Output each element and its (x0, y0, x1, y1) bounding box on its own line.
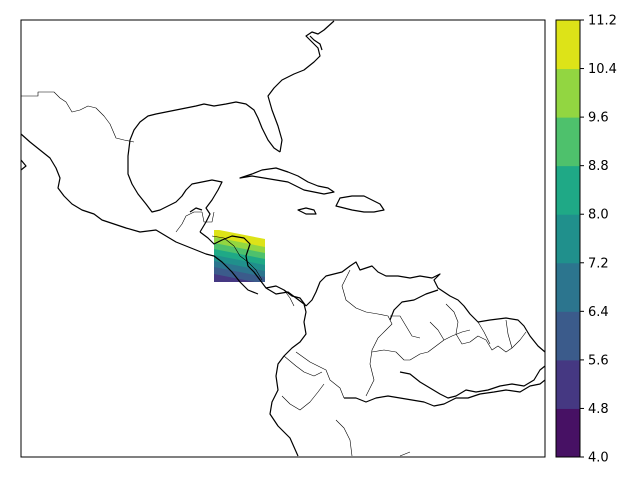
border-brazil (371, 329, 471, 361)
colorbar-segment (556, 262, 580, 312)
coastline-us-atlantic (267, 20, 335, 153)
colorbar-tick-label: 10.4 (588, 62, 617, 77)
colorbar-ticks: 4.0 4.8 5.6 6.4 7.2 8.0 8.8 9.6 10.4 11.2 (580, 14, 617, 466)
colorbar: 4.0 4.8 5.6 6.4 7.2 8.0 8.8 9.6 10.4 11.2 (555, 14, 617, 466)
border-suriname (477, 319, 513, 349)
colorbar-tick-label: 4.8 (588, 402, 609, 417)
coastlines (20, 20, 546, 457)
map-area (20, 20, 546, 457)
colorbar-segment (556, 359, 580, 409)
colorbar-tick-label: 4.0 (588, 451, 609, 466)
colorbar-tick-label: 5.6 (588, 353, 609, 368)
coastline-panama (265, 285, 307, 307)
border-colombia-ecuador-peru (295, 351, 345, 399)
coastline-mexico-pacific (20, 133, 259, 295)
colorbar-segment (556, 311, 580, 361)
coastline-jamaica (297, 207, 317, 215)
coastline-venezuela-delta (389, 289, 439, 321)
coastline-cuba (239, 167, 335, 195)
border-us-mexico (21, 91, 135, 143)
colorbar-segment (556, 165, 580, 215)
river-amazon (399, 365, 546, 399)
colorbar-segment (556, 117, 580, 167)
coastline-baja (20, 159, 27, 171)
border-peru-brazil (335, 419, 411, 457)
coastline-florida-keys (309, 35, 323, 51)
contour-band (214, 273, 255, 282)
colorbar-tick-label: 8.0 (588, 208, 609, 223)
colorbar-tick-label: 9.6 (588, 111, 609, 126)
colorbar-segment (556, 68, 580, 118)
colorbar-segments (556, 20, 580, 458)
colorbar-tick-label: 11.2 (588, 14, 617, 29)
border-peru-inner (281, 383, 325, 411)
map-frame (20, 19, 546, 458)
coastline-central-america (199, 231, 307, 457)
colorbar-frame (555, 19, 581, 458)
river-lower (344, 379, 546, 407)
colorbar-segment (556, 20, 580, 70)
colorbar-tick-label: 7.2 (588, 256, 609, 271)
border-mexico-guatemala (175, 211, 215, 233)
border-panama-colombia (283, 289, 295, 307)
coastline-yucatan (189, 207, 203, 213)
coastline-gulf (127, 101, 281, 233)
colorbar-segment (556, 408, 580, 458)
colorbar-tick-label: 6.4 (588, 305, 609, 320)
colorbar-tick-label: 8.8 (588, 159, 609, 174)
border-ecuador (283, 355, 323, 377)
border-colombia-venezuela (341, 269, 393, 397)
border-venezuela-inner (390, 315, 421, 339)
border-guyana (429, 303, 527, 353)
coastline-caribbean-sa (305, 261, 546, 353)
border-central-america (211, 235, 263, 281)
colorbar-segment (556, 214, 580, 264)
coastline-hispaniola (335, 195, 385, 213)
country-borders (21, 91, 527, 457)
